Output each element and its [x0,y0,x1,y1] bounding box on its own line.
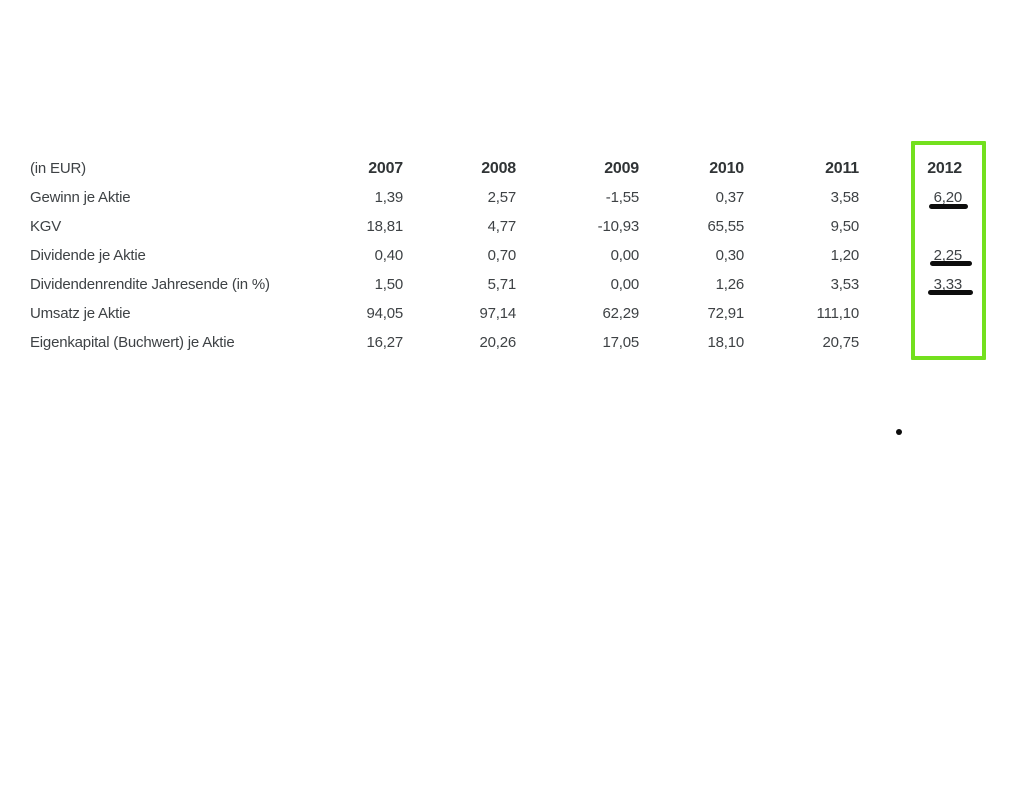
table-cell [859,328,962,357]
table-cell: 18,81 [366,218,403,235]
table-cell: 65,55 [707,218,744,235]
table-cell: 17,05 [602,334,639,351]
table-cell: 94,05 [366,305,403,322]
table-cell: 4,77 [487,218,517,235]
unit-label: (in EUR) [30,160,86,177]
table-cell [859,212,962,241]
table-cell: 72,91 [707,305,744,322]
table-cell: 0,37 [715,189,745,206]
table-cell: 0,00 [610,276,640,293]
table-cell: 1,50 [374,276,404,293]
column-header-2011: 2011 [825,160,859,177]
table-cell: 2,57 [487,189,517,206]
column-header-2010: 2010 [709,160,744,177]
table-cell: 20,26 [479,334,516,351]
column-header-2012: 2012 [927,160,962,177]
table-cell: -10,93 [597,218,640,235]
column-header-2009: 2009 [604,160,639,177]
row-label: KGV [30,218,62,235]
table-cell-underlined: 6,20 [933,189,963,206]
table-cell: 5,71 [487,276,517,293]
table-cell: 97,14 [479,305,516,322]
stray-dot-mark [896,429,902,435]
table-cell-underlined: 2,25 [933,247,963,264]
table-cell: 20,75 [822,334,859,351]
row-label: Dividendenrendite Jahresende (in %) [30,276,270,293]
key-figures-table: (in EUR) 2007 2008 2009 2010 2011 2012 G… [30,154,962,357]
table-cell: 111,10 [816,305,860,322]
table-cell: 3,53 [830,276,860,293]
table-cell: 18,10 [707,334,744,351]
table-cell: 1,39 [374,189,404,206]
table-cell: 0,40 [374,247,404,264]
row-label: Eigenkapital (Buchwert) je Aktie [30,334,235,351]
table-cell: 9,50 [830,218,860,235]
row-label: Umsatz je Aktie [30,305,131,322]
row-label: Dividende je Aktie [30,247,146,264]
table-cell: 1,26 [715,276,745,293]
table-cell: 16,27 [366,334,403,351]
table-cell [859,299,962,328]
marker-underline-dividendenrendite-2012 [928,290,973,295]
table-cell: 62,29 [602,305,639,322]
table-cell: 0,00 [610,247,640,264]
table-cell-underlined: 3,33 [933,276,963,293]
table-cell: 1,20 [830,247,860,264]
column-header-2007: 2007 [368,160,403,177]
table-cell: -1,55 [605,189,639,206]
table-cell: 0,30 [715,247,745,264]
marker-underline-dividende-2012 [930,261,972,266]
column-header-2008: 2008 [481,160,516,177]
marker-underline-gewinn-2012 [929,204,968,209]
table-cell: 0,70 [487,247,517,264]
row-label: Gewinn je Aktie [30,189,131,206]
table-cell: 3,58 [830,189,860,206]
